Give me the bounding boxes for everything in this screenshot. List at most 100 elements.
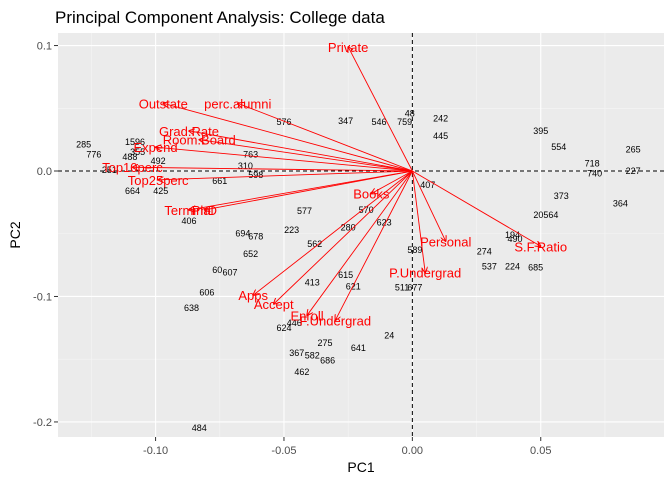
loading-label: Top25perc — [128, 173, 189, 188]
loading-label: P.Undergrad — [389, 266, 461, 281]
x-tick-label: 0.05 — [530, 445, 551, 457]
y-tick-label: -0.2 — [33, 417, 52, 429]
observation-label: 606 — [199, 288, 214, 298]
x-tick-label: -0.05 — [271, 445, 296, 457]
reference-lines — [58, 33, 664, 437]
observation-label: 570 — [359, 205, 374, 215]
observation-label: 445 — [433, 131, 448, 141]
observation-label: 310 — [238, 161, 253, 171]
observation-label: 48 — [405, 108, 415, 118]
observation-label: 546 — [371, 117, 386, 127]
observation-label: 763 — [243, 150, 258, 160]
observation-label: 664 — [125, 186, 140, 196]
loading-label: Books — [353, 187, 390, 202]
loading-label: Grad.Rate — [159, 124, 219, 139]
observation-label: 285 — [76, 140, 91, 150]
loading-arrow — [163, 103, 413, 172]
y-axis-ticks: -0.2 -0.1 0.0 0.1 — [33, 41, 58, 429]
observation-label: 492 — [151, 156, 166, 166]
observation-label: 598 — [248, 170, 263, 180]
observation-label: 686 — [320, 355, 335, 365]
loading-label: PhD — [192, 203, 217, 218]
observation-label: 373 — [554, 191, 569, 201]
y-axis-title: PC2 — [7, 221, 23, 248]
loading-arrow — [412, 170, 540, 246]
loading-arrow — [189, 170, 413, 210]
loading-arrows — [132, 47, 540, 321]
observation-label: 641 — [351, 343, 366, 353]
y-tick-label: -0.1 — [33, 291, 52, 303]
observation-label: 776 — [86, 150, 101, 160]
observation-label: 280 — [341, 222, 356, 232]
loading-arrow — [307, 170, 413, 315]
loading-arrow — [274, 170, 413, 304]
y-tick-label: 0.1 — [37, 41, 52, 53]
observation-label: 582 — [305, 350, 320, 360]
observation-label: 446 — [287, 318, 302, 328]
loading-arrow — [132, 167, 413, 172]
loading-labels: Private Outstate perc.alumni Grad.RateRoom.… — [102, 40, 567, 329]
loading-label: S.F.Ratio — [514, 239, 567, 254]
loading-arrow — [348, 47, 413, 172]
loading-label: Room.Board — [163, 133, 236, 148]
loading-label: perc.alumni — [204, 96, 271, 111]
observation-label: 589 — [407, 245, 422, 255]
observation-label: 537 — [482, 261, 497, 271]
observation-label: 265 — [626, 145, 641, 155]
observation-label: 484 — [192, 423, 207, 433]
observation-label: 623 — [377, 217, 392, 227]
x-axis-title: PC1 — [347, 459, 374, 475]
observation-label: 251 — [102, 165, 117, 175]
observation-label: 638 — [184, 303, 199, 313]
loading-arrow — [253, 170, 413, 295]
observation-label: 554 — [551, 142, 566, 152]
observation-label: 511 — [395, 283, 409, 293]
observation-label: 718 — [585, 158, 600, 168]
loading-arrow — [189, 131, 413, 172]
observation-label: 395 — [533, 126, 548, 136]
observation-label: 355 — [130, 147, 145, 157]
observation-label: 652 — [243, 249, 258, 259]
observation-label: 364 — [613, 199, 628, 209]
loading-arrow — [238, 103, 413, 172]
observation-label: 407 — [420, 180, 435, 190]
loading-label: Personal — [420, 234, 471, 249]
observation-label: 562 — [307, 239, 322, 249]
observation-label: 740 — [587, 169, 602, 179]
observation-label: 694 — [235, 229, 250, 239]
observation-label: 678 — [248, 231, 263, 241]
loading-label: Top10perc — [102, 160, 163, 175]
observation-label: 462 — [294, 367, 309, 377]
x-axis-ticks: -0.10 -0.05 0.00 0.05 — [143, 437, 551, 457]
loading-arrow — [204, 170, 413, 210]
observation-label: 60 — [212, 265, 222, 275]
loading-arrow — [158, 170, 413, 180]
loading-arrow — [156, 147, 413, 172]
observation-label: 425 — [153, 186, 168, 196]
loading-arrow — [335, 170, 413, 320]
observation-label: 577 — [297, 206, 312, 216]
observation-label: 274 — [477, 246, 492, 256]
loading-label: Enroll — [290, 308, 323, 323]
loading-arrow — [411, 170, 425, 273]
loading-arrow — [199, 140, 413, 172]
observation-label: 347 — [338, 116, 353, 126]
observation-label: 615 — [338, 270, 353, 280]
x-tick-label: 0.00 — [402, 445, 423, 457]
observation-label: 242 — [433, 113, 448, 123]
observation-label: 413 — [305, 278, 320, 288]
observation-label: 490 — [508, 234, 523, 244]
observation-label: 1596 — [125, 137, 145, 147]
observation-label: 661 — [212, 176, 227, 186]
loading-arrow — [411, 170, 445, 241]
chart-title: Principal Component Analysis: College da… — [55, 8, 385, 27]
observation-label: 227 — [626, 166, 641, 176]
loading-label: Private — [328, 40, 368, 55]
observation-label: 24 — [384, 330, 394, 340]
y-tick-label: 0.0 — [37, 166, 52, 178]
loading-label: Terminal — [164, 203, 213, 218]
observation-label: 488 — [122, 152, 137, 162]
loading-arrow — [371, 170, 413, 194]
observation-label: 275 — [318, 338, 333, 348]
